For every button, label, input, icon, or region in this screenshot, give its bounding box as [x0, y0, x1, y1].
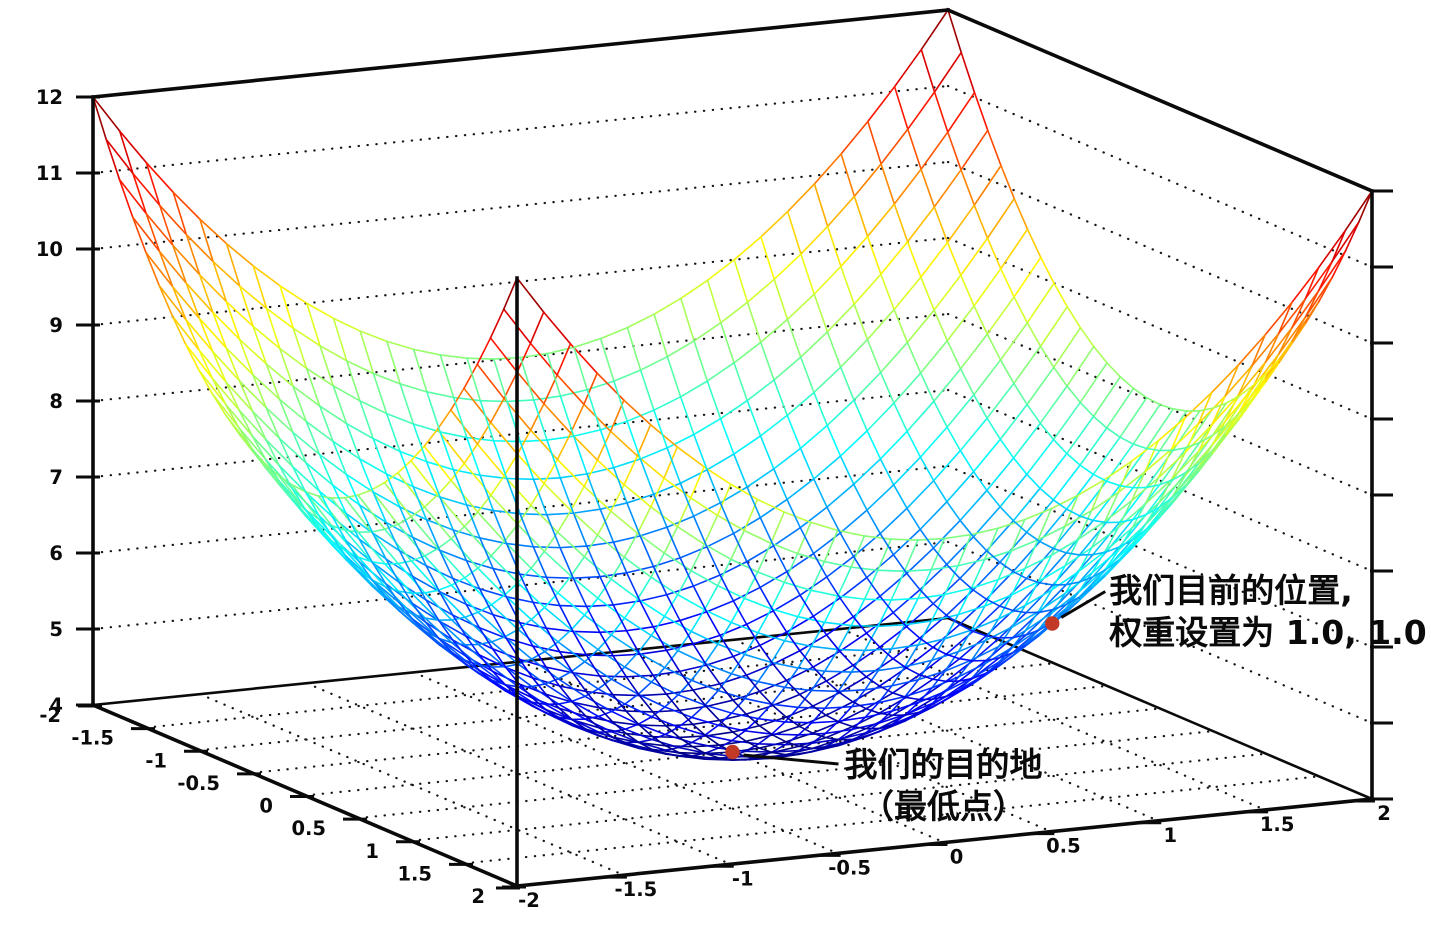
top-edge-left — [91, 8, 950, 99]
y-tick-label: -0.5 — [828, 856, 871, 879]
annotation-destination-line1: 我们的目的地 — [844, 745, 1043, 784]
x-tick-label: 1.5 — [397, 862, 432, 885]
y-tick-label: 0 — [950, 846, 964, 869]
x-tick-label: -2 — [39, 704, 61, 727]
top-edge-right — [945, 7, 1375, 194]
x-tick-label: -1.5 — [71, 727, 114, 750]
y-tick-label: 2 — [1377, 802, 1391, 825]
z-tick-label: 4 — [49, 694, 63, 717]
annotation-current-position-line1: 我们目前的位置, — [1109, 570, 1353, 610]
z-tick-label: 9 — [49, 314, 63, 337]
z-tick-label: 11 — [36, 162, 63, 185]
annotation-markers — [725, 590, 1107, 766]
y-tick-label: -1.5 — [615, 878, 658, 901]
y-axis — [515, 797, 1374, 888]
x-tick-label: 1 — [365, 840, 379, 863]
annotation-current-position: 我们目前的位置, 权重设置为 1.0, 1.0 — [1109, 570, 1426, 654]
z-tick-label: 7 — [49, 466, 63, 489]
annotation-leader-line — [743, 753, 839, 766]
annotation-destination-line2: （最低点） — [861, 787, 1026, 827]
x-tick-label: 0 — [259, 795, 273, 818]
x-tick-label: 2 — [471, 885, 485, 908]
y-tick-label: 1 — [1163, 824, 1177, 847]
surface-mesh — [92, 9, 1373, 761]
y-tick-label: 1.5 — [1260, 813, 1295, 836]
x-tick-label: -1 — [145, 749, 167, 772]
annotation-destination: 我们的目的地 （最低点） — [845, 744, 1043, 828]
y-tick-label: -1 — [732, 867, 754, 890]
marker-destination — [725, 744, 740, 760]
dotted-gridlines — [91, 84, 1374, 877]
z-tick-label: 5 — [49, 618, 63, 641]
x-tick-label: -0.5 — [177, 772, 220, 795]
marker-current-position — [1045, 616, 1060, 631]
annotation-current-position-line2: 权重设置为 1.0, 1.0 — [1109, 612, 1427, 652]
z-tick-label: 10 — [36, 238, 63, 261]
z-tick-label: 12 — [36, 86, 63, 109]
y-tick-label: 0.5 — [1046, 835, 1081, 858]
z-tick-label: 6 — [49, 542, 63, 565]
tick-marks — [76, 95, 1393, 890]
z-tick-label: 8 — [49, 390, 63, 413]
x-tick-label: 0.5 — [291, 817, 326, 840]
y-tick-label: -2 — [518, 889, 540, 912]
annotation-leader-line — [1060, 590, 1107, 619]
